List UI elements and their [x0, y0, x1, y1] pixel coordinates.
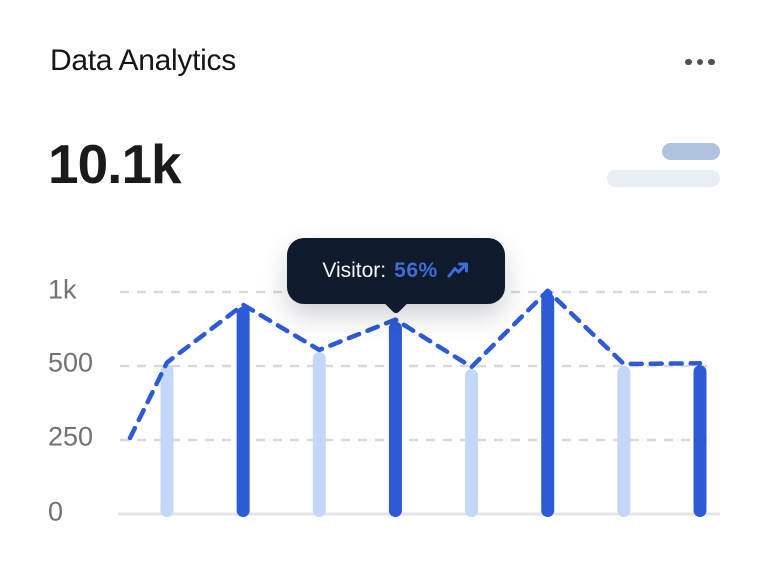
y-axis-label: 250	[48, 421, 94, 452]
chart-bar[interactable]	[693, 365, 707, 517]
chart-bar[interactable]	[236, 306, 250, 517]
trend-line	[127, 288, 703, 441]
page-title: Data Analytics	[50, 44, 236, 77]
tooltip-value: 56%	[394, 259, 438, 282]
menu-button[interactable]	[676, 48, 724, 76]
ellipsis-icon	[685, 58, 715, 66]
tooltip-label: Visitor:	[322, 259, 387, 282]
metric-value: 10.1k	[48, 133, 182, 195]
chart-bar[interactable]	[312, 351, 326, 517]
chart-bar[interactable]	[388, 321, 402, 517]
skeleton-pill-light	[607, 170, 720, 187]
chart-bar[interactable]	[160, 364, 174, 517]
chart-bar[interactable]	[541, 292, 555, 517]
y-axis-label: 500	[48, 347, 94, 378]
y-axis-label: 0	[48, 496, 64, 527]
chart-bar[interactable]	[617, 366, 631, 517]
skeleton-pill-dark	[662, 143, 720, 160]
chart-bar[interactable]	[465, 368, 479, 517]
trending-up-icon	[446, 260, 470, 282]
chart-tooltip: Visitor: 56%	[287, 238, 505, 315]
y-axis-label: 1k	[48, 274, 77, 305]
